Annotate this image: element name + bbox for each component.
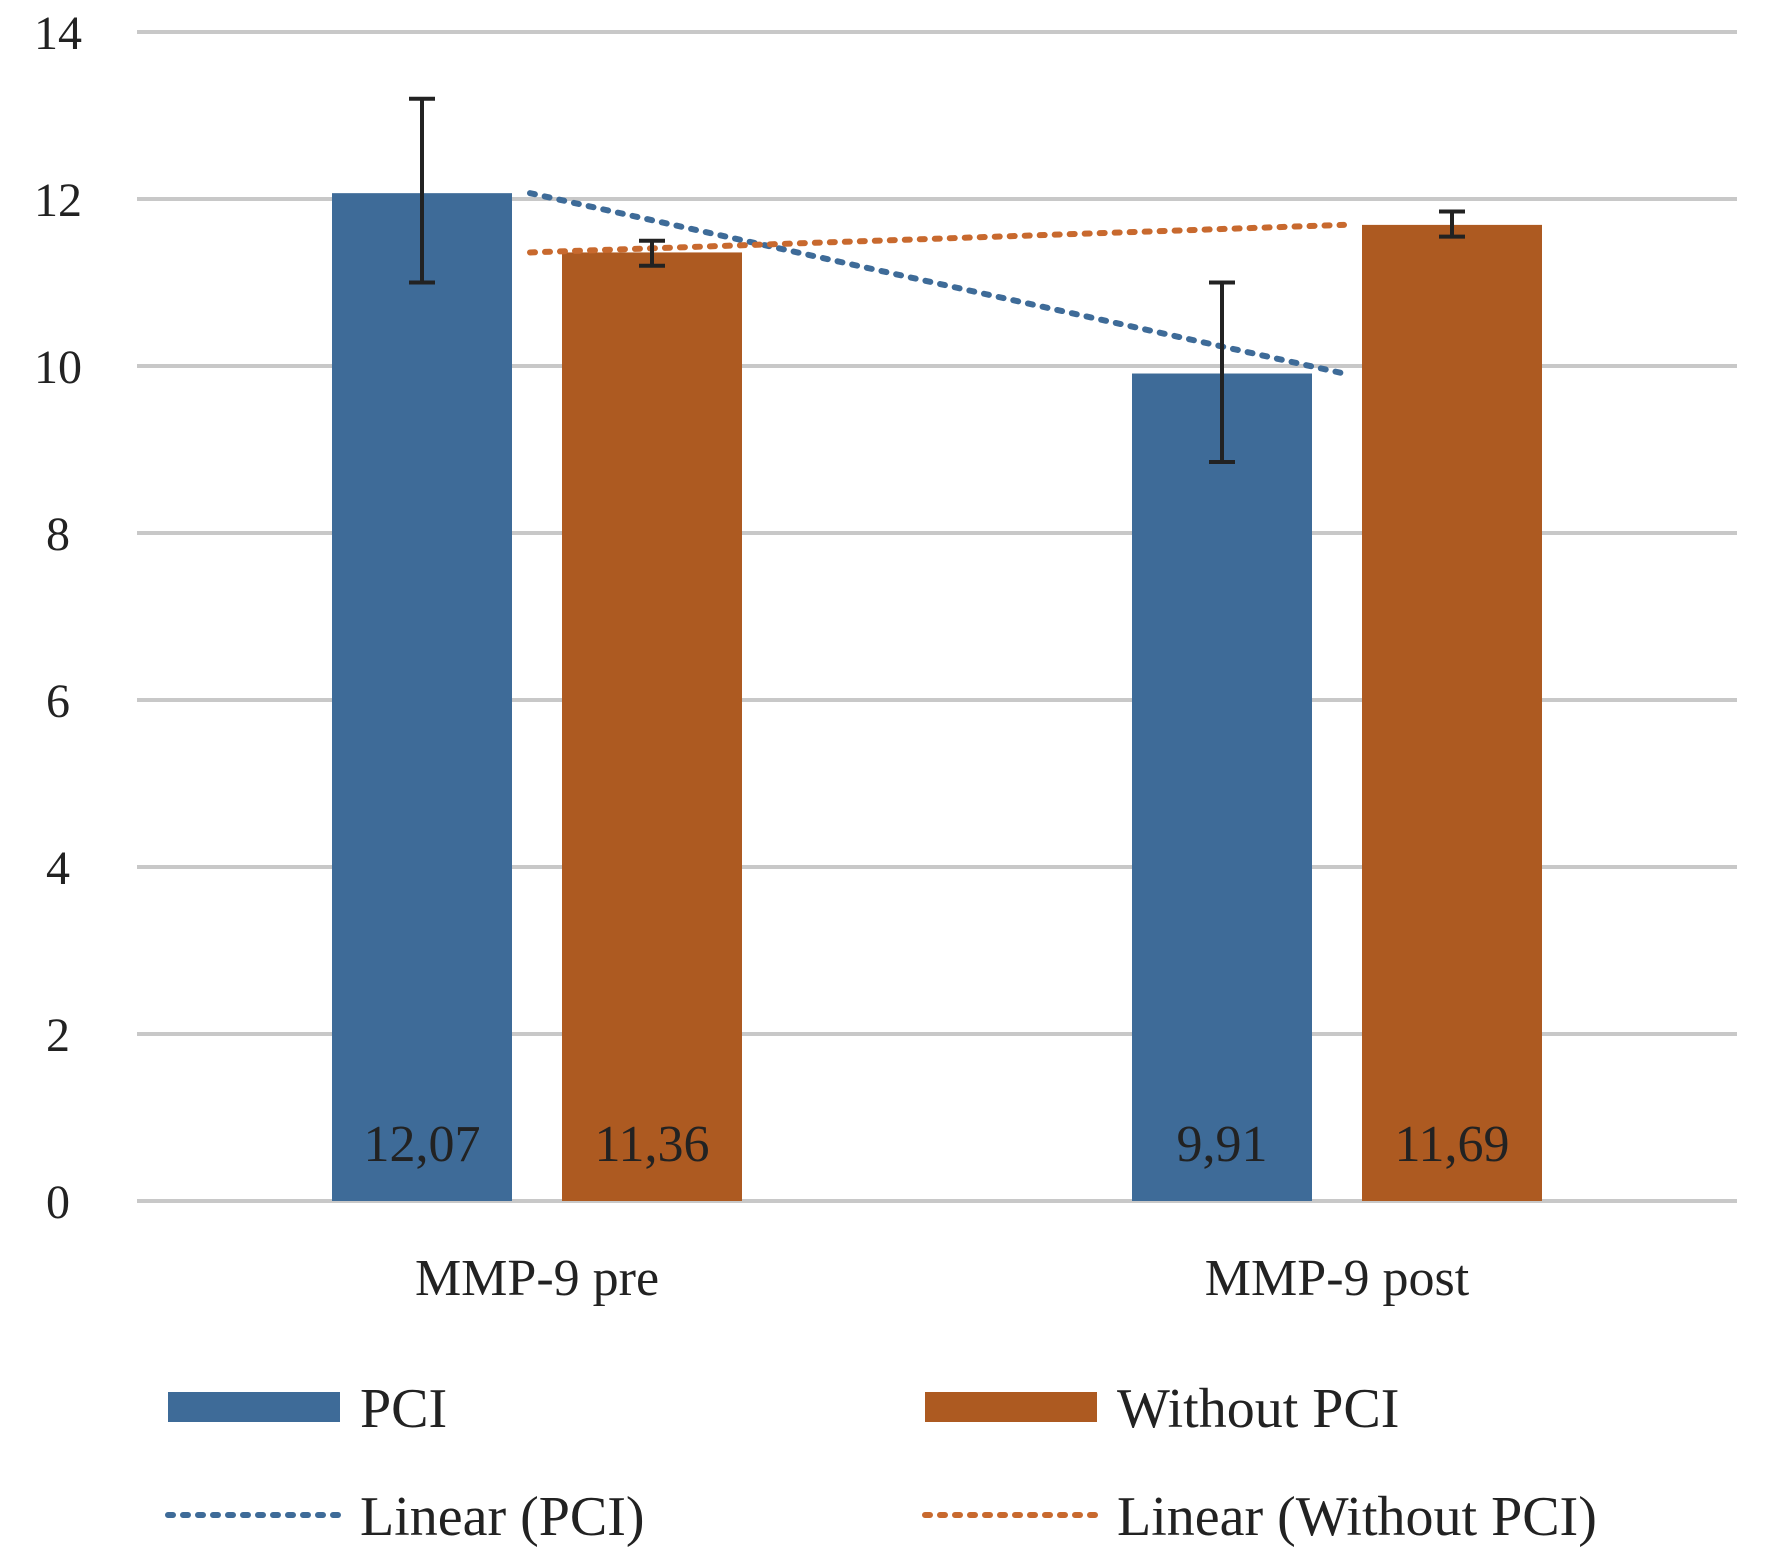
bar xyxy=(332,193,512,1201)
y-tick-label: 2 xyxy=(46,1009,70,1062)
data-label: 9,91 xyxy=(1177,1116,1268,1173)
error-bars xyxy=(409,96,1465,465)
y-tick-label: 6 xyxy=(46,675,70,728)
y-tick-label: 14 xyxy=(34,7,82,60)
y-axis-ticks: 0 2 4 6 8 10 12 14 xyxy=(34,7,82,1229)
y-tick-label: 10 xyxy=(34,341,82,394)
data-labels: 12,07 9,91 11,36 11,69 xyxy=(364,1116,1510,1173)
y-tick-label: 8 xyxy=(46,508,70,561)
legend-label: Linear (Without PCI) xyxy=(1117,1486,1597,1547)
bar xyxy=(562,252,742,1201)
bar xyxy=(1362,224,1542,1201)
legend-swatch xyxy=(925,1392,1097,1422)
bar xyxy=(1132,373,1312,1201)
data-label: 11,36 xyxy=(594,1116,709,1173)
data-label: 11,69 xyxy=(1394,1116,1509,1173)
y-tick-label: 4 xyxy=(46,842,70,895)
x-category-label: MMP-9 pre xyxy=(415,1250,659,1307)
legend-label: PCI xyxy=(360,1378,447,1440)
trendline xyxy=(527,190,1347,377)
trendlines xyxy=(527,190,1347,377)
legend-label: Linear (PCI) xyxy=(360,1486,645,1547)
x-category-label: MMP-9 post xyxy=(1205,1250,1470,1307)
legend: PCI Without PCI Linear (PCI) Linear (Withou… xyxy=(165,1378,1597,1547)
y-tick-label: 12 xyxy=(34,174,82,227)
data-label: 12,07 xyxy=(364,1116,481,1173)
trendline xyxy=(527,221,1347,256)
x-axis-categories: MMP-9 pre MMP-9 post xyxy=(415,1250,1470,1307)
legend-swatch xyxy=(168,1392,340,1422)
y-tick-label: 0 xyxy=(46,1176,70,1229)
legend-label: Without PCI xyxy=(1117,1378,1399,1440)
bars xyxy=(332,193,1542,1201)
